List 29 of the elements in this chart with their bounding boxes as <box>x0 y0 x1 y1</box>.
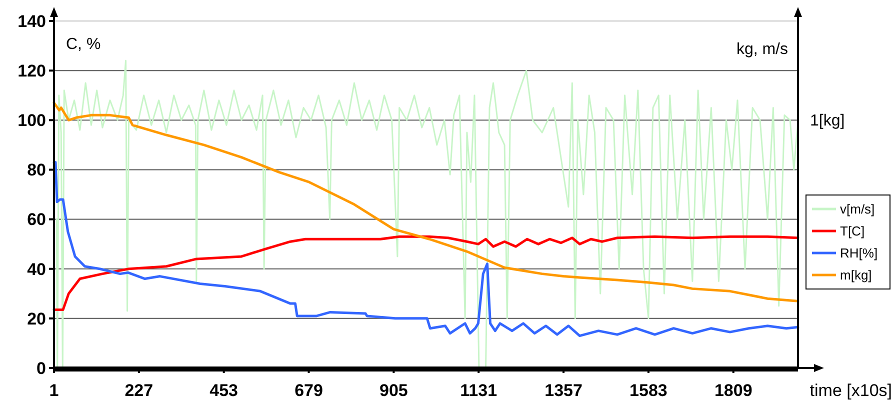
line-series <box>52 235 800 312</box>
y-tick-label: 120 <box>18 62 46 81</box>
y-tick-label: 80 <box>27 160 46 180</box>
y-tick-label: 100 <box>18 111 46 130</box>
y-tick-label: 20 <box>27 309 46 328</box>
legend-label: m[kg] <box>840 268 872 283</box>
legend-label: T[C] <box>840 224 865 239</box>
y-tick-label: 40 <box>27 260 46 279</box>
x-axis-title: time [x10s] <box>810 381 892 400</box>
x-tick-label: 1809 <box>714 381 752 400</box>
legend-label: RH[%] <box>840 246 878 261</box>
x-tick-label: 1357 <box>544 381 582 400</box>
x-tick-label: 905 <box>379 381 408 400</box>
y-tick-label: 140 <box>18 12 46 31</box>
x-tick-label: 679 <box>294 381 323 400</box>
y-tick-label: 0 <box>36 358 46 378</box>
x-tick-label: 453 <box>210 381 238 400</box>
line-series <box>56 60 799 369</box>
y-axis-title: C, % <box>66 36 101 53</box>
y-tick-label: 60 <box>27 210 46 230</box>
x-tick-label: 1131 <box>460 381 498 400</box>
x-tick-label: 1583 <box>630 381 668 400</box>
y2-axis-title: kg, m/s <box>736 41 788 58</box>
x-tick-label: 1 <box>49 381 59 400</box>
x-tick-label: 227 <box>124 381 154 400</box>
annotation: 1[kg] <box>810 112 845 130</box>
legend-label: v[m/s] <box>840 202 875 217</box>
line-series <box>52 161 800 338</box>
line-series <box>52 102 800 302</box>
